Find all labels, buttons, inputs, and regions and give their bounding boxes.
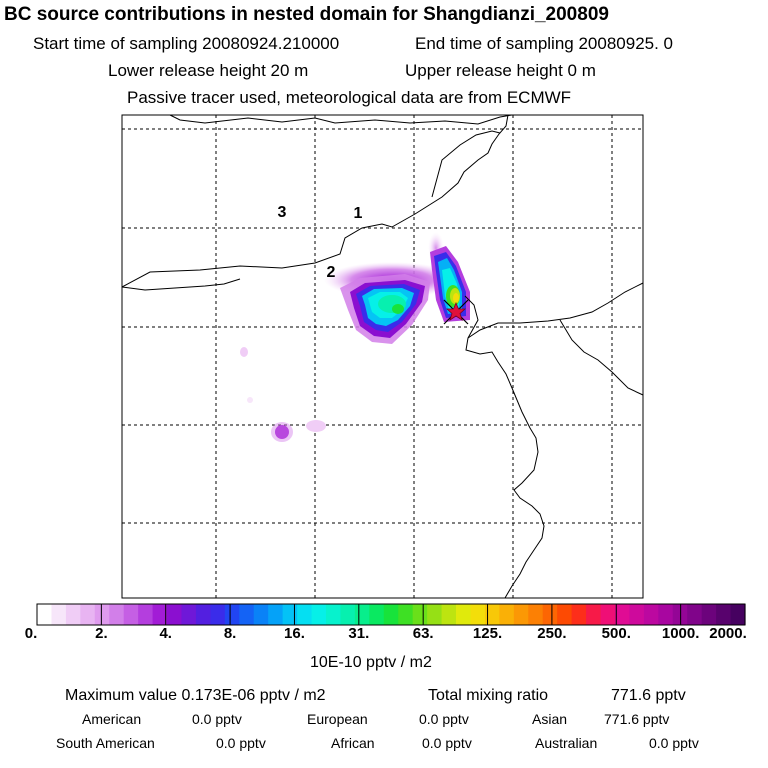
region-value-american: 0.0 pptv — [192, 711, 242, 727]
colorbar-cell — [340, 604, 356, 625]
end-time-label: End time of sampling 20080925. 0 — [415, 34, 674, 53]
colorbar-tick-label: 1000. — [661, 625, 700, 642]
colorbar-cell — [167, 604, 183, 625]
colorbar-cell — [513, 604, 529, 625]
colorbar-cell — [239, 604, 255, 625]
colorbar-cell — [80, 604, 96, 625]
colorbar-tick-label: 8. — [223, 625, 237, 642]
region-value-asian: 771.6 pptv — [604, 711, 670, 727]
colorbar-cell — [94, 604, 110, 625]
colorbar-cell — [441, 604, 457, 625]
colorbar-cell — [268, 604, 284, 625]
region-name-american: American — [82, 711, 142, 727]
total-mixing-ratio-value: 771.6 pptv — [611, 687, 686, 704]
colorbar-cell — [311, 604, 327, 625]
map-title: BC source contributions in nested domain… — [4, 4, 609, 25]
coastlines — [121, 114, 644, 599]
colorbar-tick-label: 125. — [472, 625, 503, 642]
colorbar-cell — [614, 604, 631, 625]
receptor-star-icon — [443, 299, 469, 325]
colorbar-cell — [643, 604, 659, 625]
region-name-australian: Australian — [535, 735, 598, 751]
region-value-european: 0.0 pptv — [419, 711, 469, 727]
colorbar-cell — [557, 604, 573, 625]
upper-release-height-label: Upper release height 0 m — [405, 61, 596, 80]
colorbar-tick-label: 16. — [284, 625, 305, 642]
colorbar-tick-label: 2000. — [709, 625, 747, 642]
map-frame — [121, 114, 644, 599]
colorbar-cell — [297, 604, 313, 625]
colorbar-cell — [629, 604, 645, 625]
colorbar-cell — [600, 604, 616, 625]
colorbar-cell — [181, 604, 197, 625]
colorbar-cell — [210, 604, 226, 625]
colorbar-tick-label: 63. — [412, 625, 434, 642]
colorbar-cell — [427, 604, 443, 625]
colorbar-cell — [658, 604, 674, 625]
colorbar-cell — [65, 604, 81, 625]
colorbar-cell — [542, 604, 558, 625]
colorbar-cell — [152, 604, 168, 625]
lower-release-height-label: Lower release height 20 m — [108, 61, 309, 80]
colorbar-cell — [730, 604, 746, 625]
colorbar-cell — [499, 604, 515, 625]
start-time-label: Start time of sampling 20080924.210000 — [33, 34, 340, 53]
colorbar-cell — [528, 604, 544, 625]
colorbar-cell — [369, 604, 385, 625]
colorbar-cell — [456, 604, 472, 625]
colorbar-tick-label: 500. — [601, 625, 631, 642]
colorbar-cell — [51, 604, 67, 625]
colorbar-cell — [253, 604, 269, 625]
colorbar-cell — [701, 604, 717, 625]
colorbar-cell — [412, 604, 428, 625]
concentration-plume — [240, 232, 470, 442]
maximum-value-label: Maximum value 0.173E-06 pptv / m2 — [65, 687, 326, 704]
colorbar-tick-label: 4. — [159, 625, 172, 642]
colorbar-cell — [687, 604, 703, 625]
colorbar-cell — [383, 604, 399, 625]
region-name-south-american: South American — [56, 735, 155, 751]
colorbar-cell — [354, 604, 370, 625]
colorbar-tick-label: 2. — [95, 625, 108, 642]
tracer-note: Passive tracer used, meteorological data… — [127, 88, 572, 107]
region-value-african: 0.0 pptv — [422, 735, 472, 751]
region-value-south-american: 0.0 pptv — [216, 735, 266, 751]
colorbar-cell — [123, 604, 139, 625]
total-mixing-ratio-label: Total mixing ratio — [428, 687, 549, 704]
colorbar-cell — [398, 604, 414, 625]
colorbar-cell — [586, 604, 602, 625]
region-label-1: 1 — [354, 205, 363, 222]
colorbar-cell — [716, 604, 732, 625]
colorbar-cell — [109, 604, 125, 625]
region-name-european: European — [307, 711, 368, 727]
colorbar-cell — [282, 604, 298, 625]
colorbar-cell — [484, 604, 500, 625]
colorbar-tick-label: 0. — [24, 625, 38, 642]
colorbar-units: 10E-10 pptv / m2 — [310, 654, 432, 671]
colorbar-cell — [571, 604, 587, 625]
region-label-3: 3 — [278, 204, 287, 221]
colorbar-tick-label: 31. — [348, 625, 370, 642]
colorbar-cell — [195, 604, 211, 625]
colorbar-cell — [138, 604, 154, 625]
colorbar-cell — [37, 604, 53, 625]
region-name-african: African — [331, 735, 375, 751]
colorbar-tick-label: 250. — [537, 625, 567, 642]
colorbar-cell — [325, 604, 342, 625]
region-name-asian: Asian — [532, 711, 568, 727]
region-value-australian: 0.0 pptv — [649, 735, 699, 751]
region-label-2: 2 — [327, 264, 336, 281]
colorbar-cell — [470, 604, 486, 625]
colorbar-cell — [224, 604, 240, 625]
